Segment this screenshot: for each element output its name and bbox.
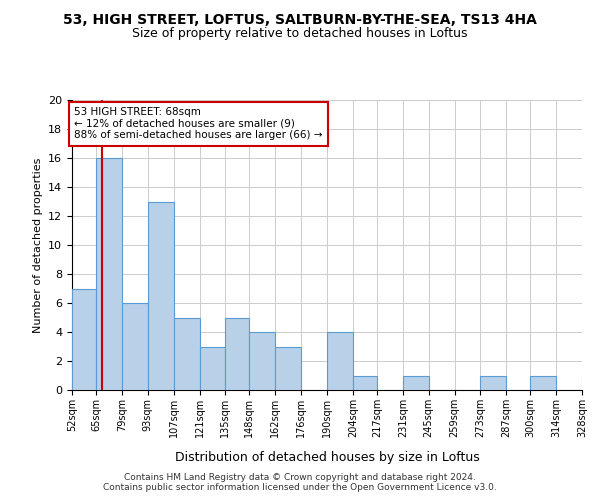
Bar	[96, 158, 122, 390]
Bar	[403, 376, 428, 390]
Bar	[173, 318, 199, 390]
Bar	[226, 318, 250, 390]
Bar	[353, 376, 377, 390]
Text: Contains HM Land Registry data © Crown copyright and database right 2024.
Contai: Contains HM Land Registry data © Crown c…	[103, 473, 497, 492]
Text: 53, HIGH STREET, LOFTUS, SALTBURN-BY-THE-SEA, TS13 4HA: 53, HIGH STREET, LOFTUS, SALTBURN-BY-THE…	[63, 12, 537, 26]
Bar	[530, 376, 556, 390]
Bar	[327, 332, 353, 390]
Bar	[250, 332, 275, 390]
Text: Size of property relative to detached houses in Loftus: Size of property relative to detached ho…	[132, 28, 468, 40]
Bar	[122, 303, 148, 390]
Bar	[582, 376, 600, 390]
Y-axis label: Number of detached properties: Number of detached properties	[32, 158, 43, 332]
Text: Distribution of detached houses by size in Loftus: Distribution of detached houses by size …	[175, 451, 479, 464]
Bar	[199, 346, 226, 390]
Bar	[481, 376, 506, 390]
Bar	[72, 288, 96, 390]
Bar	[275, 346, 301, 390]
Bar	[148, 202, 173, 390]
Text: 53 HIGH STREET: 68sqm
← 12% of detached houses are smaller (9)
88% of semi-detac: 53 HIGH STREET: 68sqm ← 12% of detached …	[74, 108, 322, 140]
